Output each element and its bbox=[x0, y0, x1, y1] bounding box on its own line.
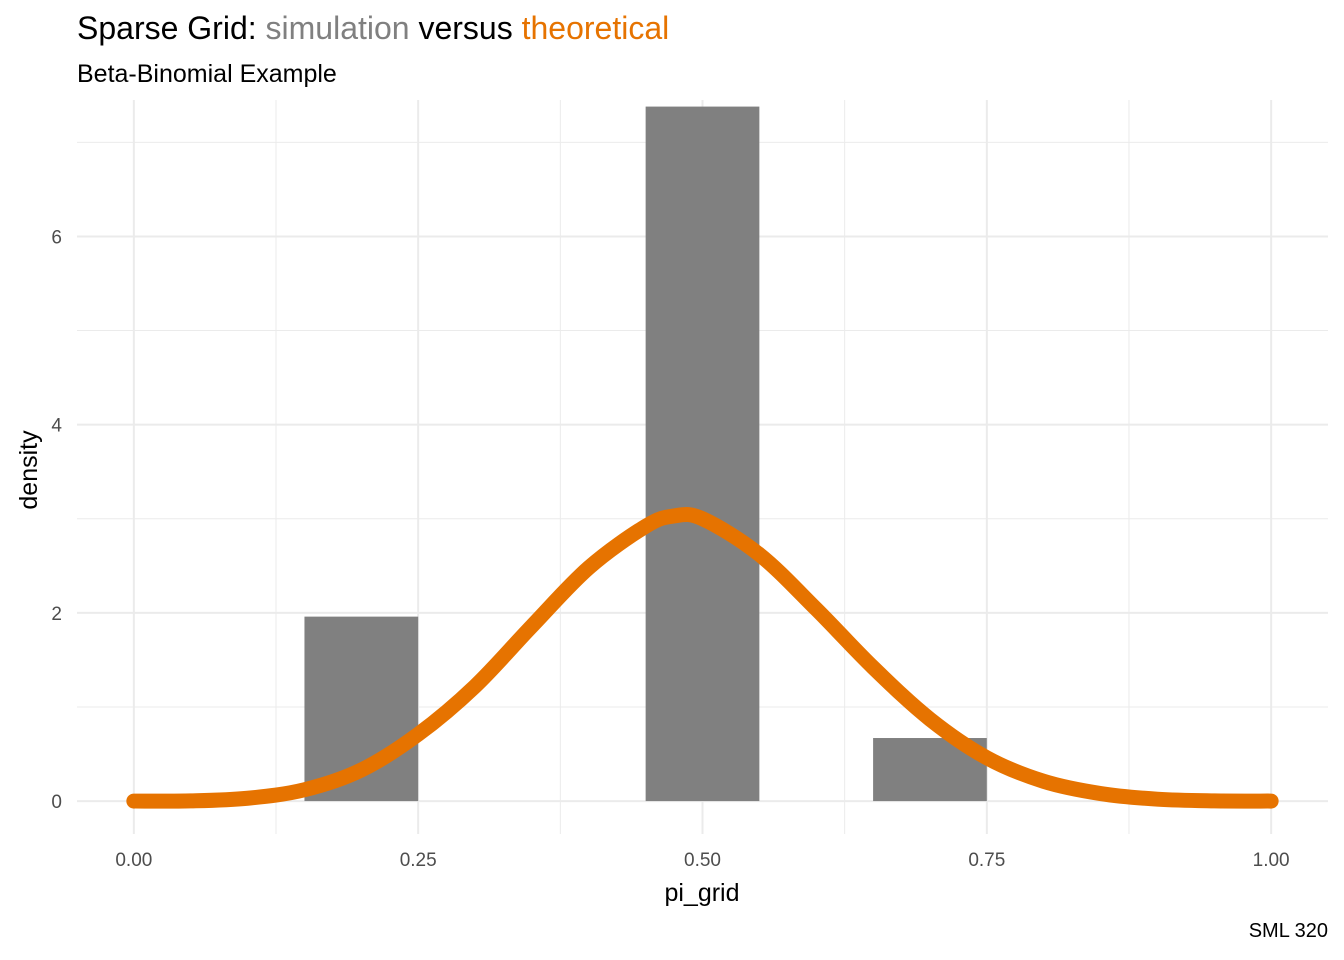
y-axis-title: density bbox=[15, 430, 43, 510]
chart-subtitle: Beta-Binomial Example bbox=[77, 60, 337, 88]
x-axis-title: pi_grid bbox=[664, 879, 739, 907]
x-tick-labels: 0.00 0.25 0.50 0.75 1.00 bbox=[115, 850, 1289, 871]
chart-title: Sparse Grid: simulation versus theoretic… bbox=[77, 10, 669, 47]
title-middle: versus bbox=[409, 10, 522, 46]
y-tick-label: 0 bbox=[51, 792, 62, 813]
chart-caption: SML 320 bbox=[1248, 920, 1328, 942]
y-tick-labels: 0 2 4 6 bbox=[51, 227, 62, 813]
y-tick-label: 6 bbox=[51, 227, 62, 248]
y-tick-label: 2 bbox=[51, 604, 62, 625]
histogram-bars bbox=[304, 106, 987, 802]
title-theoretical-word: theoretical bbox=[521, 10, 670, 46]
y-tick-label: 4 bbox=[51, 416, 62, 437]
x-tick-label: 0.00 bbox=[115, 850, 152, 871]
histogram-bar bbox=[645, 106, 760, 802]
theoretical-curve bbox=[126, 506, 1279, 809]
x-tick-label: 1.00 bbox=[1253, 850, 1290, 871]
x-tick-label: 0.50 bbox=[684, 850, 721, 871]
x-tick-label: 0.25 bbox=[400, 850, 437, 871]
title-simulation-word: simulation bbox=[265, 10, 410, 46]
x-tick-label: 0.75 bbox=[968, 850, 1005, 871]
title-prefix: Sparse Grid: bbox=[77, 10, 266, 46]
